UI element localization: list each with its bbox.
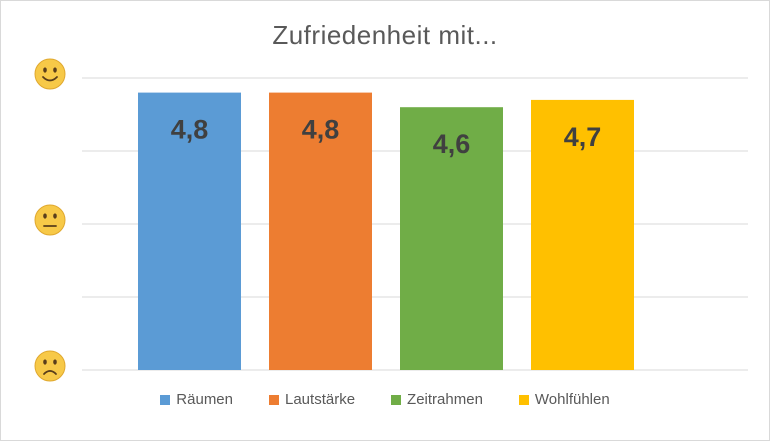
bar-2 [269, 92, 372, 370]
frowning-face-icon [34, 350, 66, 382]
data-label-1: 4,8 [171, 115, 209, 145]
bar-3 [400, 107, 503, 370]
smiling-face-icon [34, 58, 66, 90]
legend-item-4: Wohlfühlen [518, 391, 610, 408]
neutral-face-icon [34, 204, 66, 236]
legend-label: Räumen [176, 391, 233, 408]
legend-label: Zeitrahmen [407, 391, 483, 408]
legend-swatch [391, 394, 402, 405]
bar-1 [138, 92, 241, 370]
legend-swatch [518, 394, 529, 405]
chart-title: Zufriedenheit mit... [272, 20, 498, 50]
legend-swatch [269, 394, 279, 405]
legend-item-3: Zeitrahmen [391, 391, 483, 408]
legend-swatch [160, 394, 171, 405]
legend-item-1: Räumen [160, 391, 233, 408]
data-label-2: 4,8 [302, 115, 340, 145]
legend: Räumen Lautstärke Zeitrahmen Wohlfühlen [0, 391, 770, 408]
legend-label: Lautstärke [285, 391, 356, 408]
bar-4 [531, 99, 634, 371]
data-label-4: 4,7 [564, 122, 602, 152]
legend-item-2: Lautstärke [269, 391, 355, 408]
data-label-3: 4,6 [433, 129, 471, 159]
legend-label: Wohlfühlen [534, 391, 610, 408]
